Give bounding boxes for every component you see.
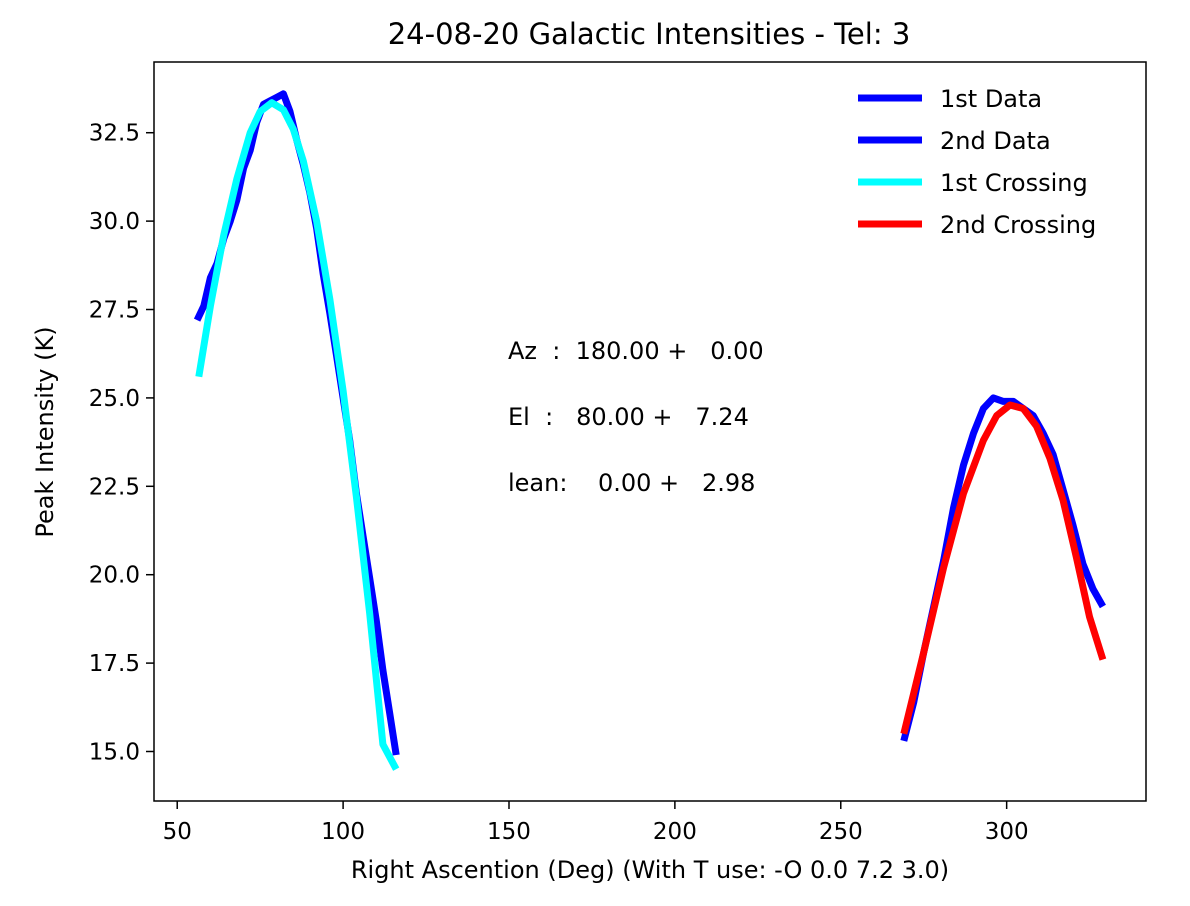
legend-label-1st-crossing: 1st Crossing xyxy=(940,169,1088,197)
legend-label-1st-data: 1st Data xyxy=(940,85,1042,113)
y-tick-label: 27.5 xyxy=(89,298,140,324)
y-axis-label: Peak Intensity (K) xyxy=(31,326,59,537)
plot-lines xyxy=(193,90,1107,771)
y-tick-label: 22.5 xyxy=(89,474,140,500)
annotation-lean: lean: 0.00 + 2.98 xyxy=(508,469,755,497)
y-tick-label: 30.0 xyxy=(89,209,140,235)
y-tick-label: 20.0 xyxy=(89,563,140,589)
series-line-1st-data xyxy=(193,90,400,756)
legend: 1st Data 2nd Data 1st Crossing 2nd Crossing xyxy=(858,85,1096,239)
x-tick-label: 200 xyxy=(653,819,697,845)
y-tick-label: 25.0 xyxy=(89,386,140,412)
y-tick-label: 17.5 xyxy=(89,651,140,677)
fit-annotations: Az : 180.00 + 0.00 El : 80.00 + 7.24 lea… xyxy=(508,337,764,497)
x-tick-label: 150 xyxy=(487,819,531,845)
x-tick-label: 300 xyxy=(985,819,1029,845)
series-line-2nd-data xyxy=(900,394,1106,742)
legend-label-2nd-crossing: 2nd Crossing xyxy=(940,211,1096,239)
annotation-az: Az : 180.00 + 0.00 xyxy=(508,337,764,365)
y-tick-label: 32.5 xyxy=(89,121,140,147)
x-tick-label: 50 xyxy=(163,819,192,845)
series-line-1st-crossing xyxy=(195,99,400,771)
y-tick-label: 15.0 xyxy=(89,739,140,765)
annotation-el: El : 80.00 + 7.24 xyxy=(508,403,749,431)
legend-label-2nd-data: 2nd Data xyxy=(940,127,1051,155)
plot-frame xyxy=(153,61,1147,802)
x-tick-label: 100 xyxy=(321,819,365,845)
chart-title: 24-08-20 Galactic Intensities - Tel: 3 xyxy=(388,17,911,51)
series-line-2nd-crossing xyxy=(900,401,1107,735)
x-axis-label: Right Ascention (Deg) (With T use: -O 0.… xyxy=(351,856,949,884)
y-axis: 15.0 17.5 20.0 22.5 25.0 27.5 30.0 32.5 xyxy=(89,121,154,765)
x-axis: 50 100 150 200 250 300 xyxy=(163,801,1029,845)
x-tick-label: 250 xyxy=(819,819,863,845)
